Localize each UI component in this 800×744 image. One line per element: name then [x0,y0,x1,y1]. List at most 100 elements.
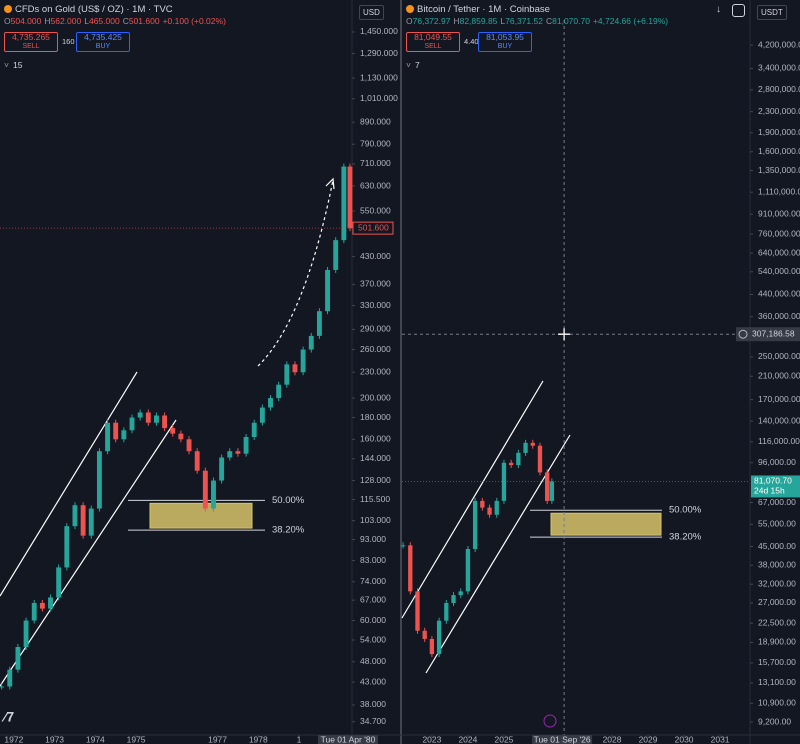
y-tick-label: 910,000.00 [758,208,800,218]
marks: 1,450.000 1,290.000 1,130.000 1,010.000 890.… [0,20,800,744]
crosshair-y-box [736,327,800,342]
candle-body [480,500,485,508]
currency[interactable]: USDT [757,5,787,20]
candle-body [501,462,507,501]
x-tick-label: 2025 [494,734,513,744]
candle-body [472,500,478,550]
cursor [558,328,571,341]
ohlc-value: 82,859.85 [459,16,498,26]
y-tick-label: 38,000.00 [758,559,796,569]
x-tick-label: 1973 [45,734,64,744]
ohlc-key: O [406,16,413,26]
spread: 4.40 [464,37,479,46]
x-tick-label: 2030 [675,734,694,744]
x-tick-label: 2031 [711,734,730,744]
channel-line [401,380,544,619]
title-row: CFDs on Gold (US$ / OZ) · 1M · TVC [4,4,173,15]
y-tick-label: 790.000 [360,138,391,148]
y-tick-label: 710.000 [360,158,391,168]
y-tick-label: 93.000 [360,534,386,544]
candle-body [400,545,406,547]
candle-body [64,526,70,568]
currency[interactable]: USD [359,5,384,20]
fib-zone [149,502,253,529]
candle-body [341,166,347,241]
candle-body [0,686,5,688]
y-tick-label: 360,000.00 [758,311,800,321]
y-tick-label: 160.000 [360,434,391,444]
candle-body [451,595,456,603]
buy-label: BUY [497,43,513,50]
event-icon[interactable] [543,714,557,728]
y-tick-label: 140,000.00 [758,415,800,425]
x-tick-label: 1974 [86,734,105,744]
fib-label: 50.00% [272,495,305,506]
y-tick-label: 330.000 [360,300,391,310]
indicators-row: ˅ 7 [406,60,420,70]
candle-body [56,567,62,598]
candle-body [347,166,353,229]
y-tick-label: 144.000 [360,453,391,463]
chevron: ˅ [406,60,411,70]
sell-button[interactable]: 81,049.55 SELL [406,32,460,52]
chart-title: Bitcoin / Tether · 1M · Coinbase [417,4,550,15]
candle-body [243,437,249,454]
fib-label: 38.20% [669,532,702,543]
candle-body [251,422,257,438]
candle-body [194,451,200,471]
sell-button[interactable]: 4,735.265 SELL [4,32,58,52]
candle-body [211,480,216,509]
sell-price: 4,735.265 [12,32,50,42]
candle-body [15,647,21,670]
candle-body [105,422,110,452]
chevron: ˅ [4,60,9,70]
x-tick-label: 2023 [422,734,441,744]
candle-body [308,335,314,350]
y-tick-label: 115.500 [360,494,390,504]
sell-price: 81,049.55 [414,32,452,42]
candle-body [458,591,463,596]
candle-body [178,433,184,440]
y-tick-label: 27,000.00 [758,597,796,607]
last-price-box [751,475,800,498]
sell-label: SELL [424,43,442,50]
y-tick-label: 128.000 [360,475,391,485]
ohlc-value: 504.000 [10,16,42,26]
y-tick-label: 34.700 [360,716,386,726]
ohlc-key: C [545,16,553,26]
x-tick-label: 2029 [639,734,658,744]
countdown: 24d 15h [754,486,785,496]
symbol-icon [4,5,12,13]
buy-button[interactable]: 81,053.95 BUY [478,32,532,52]
y-tick-label: 67,000.00 [758,497,796,507]
y-tick-label: 22,500.00 [758,617,796,627]
indicator-count: 15 [12,60,23,70]
buy-label: BUY [95,43,111,50]
candle-body [316,311,322,336]
ohlc-value: 501.600 [128,16,160,26]
ohlc-key: L [84,16,89,26]
fullscreen-icon[interactable] [732,4,745,17]
candle-body [121,430,127,440]
trend-arrow-head [325,177,335,190]
y-tick-label: 1,350,000.00 [758,165,800,175]
candle-body [145,412,151,423]
y-tick-label: 1,900,000.00 [758,127,800,137]
y-tick-label: 96,000.00 [758,457,796,467]
buy-price: 4,735.425 [84,32,122,42]
y-tick-label: 54.000 [360,634,386,644]
candle-body [516,452,521,466]
y-tick-label: 180.000 [360,412,391,422]
y-tick-label: 1,010.000 [360,93,398,103]
channel-line [0,419,177,687]
ohlc-key: H [453,16,460,26]
download-icon[interactable]: ↓ [716,4,721,15]
y-tick-label: 15,700.00 [758,657,796,667]
add-alert-icon[interactable] [738,329,748,339]
last-price-label: 81,070.70 [754,476,792,486]
y-tick-label: 38.000 [360,699,386,709]
buy-button[interactable]: 4,735.425 BUY [76,32,130,52]
y-tick-label: 440,000.00 [758,289,800,299]
ohlc-row: O504.000 H562.000 L465.000 C501.600 +0.100 (… [4,16,226,26]
crosshair-x-box [532,735,593,744]
